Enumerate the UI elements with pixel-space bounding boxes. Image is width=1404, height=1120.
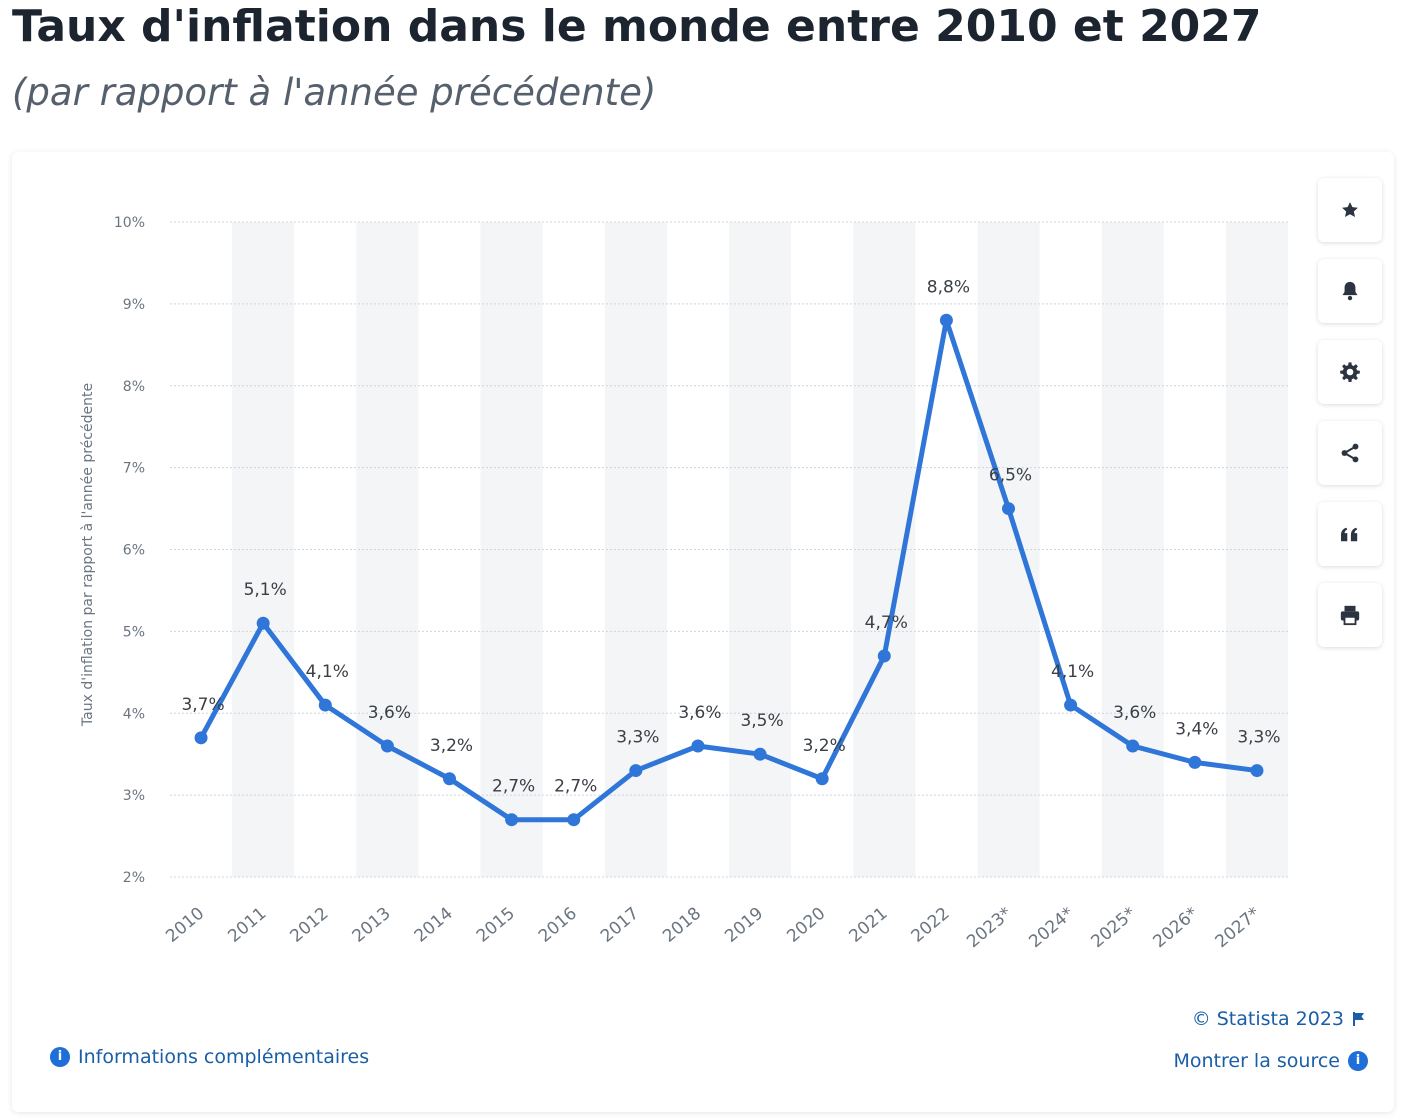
chart-card: 2% 3% 4% 5% 6% 7% 8% 9% 10% Taux d'inflation par …	[12, 152, 1394, 1112]
data-point	[567, 813, 581, 827]
x-tick-label: 2022	[908, 904, 954, 947]
y-tick-label: 2%	[123, 870, 145, 886]
x-tick-label: 2025*	[1087, 904, 1140, 953]
data-label: 4,1%	[1051, 662, 1094, 682]
y-tick-label: 4%	[123, 706, 145, 722]
x-tick-label: 2021	[845, 904, 891, 947]
data-point	[194, 731, 208, 745]
data-point	[1188, 755, 1202, 769]
data-point	[256, 616, 270, 630]
data-point	[443, 772, 456, 786]
data-label: 2,7%	[554, 777, 597, 797]
data-point	[1002, 502, 1015, 516]
x-tick-label: 2015	[473, 904, 519, 947]
data-label: 3,6%	[678, 703, 721, 723]
data-label: 5,1%	[244, 580, 287, 600]
data-label: 3,6%	[1113, 703, 1156, 723]
y-tick-label: 5%	[123, 624, 145, 640]
data-point	[1064, 698, 1078, 712]
flag-icon	[1353, 1012, 1364, 1026]
x-tick-label: 2026*	[1150, 904, 1203, 953]
x-tick-label: 2019	[721, 904, 767, 947]
show-source-link[interactable]: Montrer la source i	[1173, 1050, 1368, 1072]
data-label: 8,8%	[927, 277, 970, 297]
x-tick-label: 2014	[411, 904, 457, 947]
data-label: 3,3%	[1237, 728, 1280, 748]
gear-icon	[1340, 362, 1360, 382]
bell-icon	[1342, 281, 1358, 301]
x-tick-label: 2020	[783, 904, 829, 947]
more-info-text: Informations complémentaires	[78, 1046, 370, 1068]
x-tick-label: 2013	[349, 904, 395, 947]
x-tick-label: 2017	[597, 904, 643, 947]
data-point	[318, 698, 332, 712]
y-tick-label: 7%	[123, 461, 145, 477]
data-label: 3,3%	[616, 728, 659, 748]
data-point	[753, 747, 767, 761]
data-label: 3,4%	[1175, 719, 1218, 739]
y-tick-label: 10%	[114, 215, 145, 231]
settings-button[interactable]	[1318, 340, 1382, 404]
y-tick-label: 6%	[123, 543, 145, 559]
data-label: 3,5%	[740, 711, 783, 731]
info-icon: i	[1348, 1051, 1368, 1071]
data-label: 3,2%	[430, 736, 473, 756]
data-label: 2,7%	[492, 777, 535, 797]
x-tick-label: 2023*	[963, 904, 1016, 953]
x-tick-label: 2024*	[1025, 904, 1078, 953]
data-point	[877, 649, 891, 663]
copyright-text: © Statista 2023	[1191, 1008, 1344, 1030]
data-label: 4,7%	[865, 613, 908, 633]
data-point	[1250, 764, 1264, 778]
x-tick-label: 2016	[535, 904, 581, 947]
data-label: 6,5%	[989, 466, 1032, 486]
line-chart: 2% 3% 4% 5% 6% 7% 8% 9% 10% Taux d'inflation par …	[80, 215, 1288, 953]
data-label: 3,2%	[803, 736, 846, 756]
page-title: Taux d'inflation dans le monde entre 201…	[12, 1, 1262, 52]
info-icon: i	[50, 1047, 70, 1067]
data-label: 4,1%	[306, 662, 349, 682]
favorite-button[interactable]	[1318, 178, 1382, 242]
share-icon	[1341, 443, 1359, 463]
y-axis-label: Taux d'inflation par rapport à l'année p…	[80, 383, 96, 727]
y-tick-label: 9%	[123, 297, 145, 313]
x-tick-label: 2011	[224, 904, 270, 947]
quote-icon	[1341, 527, 1358, 542]
y-tick-label: 8%	[123, 379, 145, 395]
column-band	[1101, 222, 1164, 877]
data-point	[629, 764, 643, 778]
notification-button[interactable]	[1318, 259, 1382, 323]
data-point	[380, 739, 394, 753]
print-button[interactable]	[1318, 583, 1382, 647]
data-point	[691, 739, 705, 753]
x-tick-label: 2012	[286, 904, 332, 947]
x-tick-label: 2018	[659, 904, 705, 947]
data-point	[939, 313, 953, 327]
series-line	[198, 317, 1260, 823]
y-tick-label: 3%	[123, 788, 145, 804]
star-icon	[1342, 202, 1358, 217]
more-info-link[interactable]: i Informations complémentaires	[50, 1046, 369, 1068]
share-button[interactable]	[1318, 421, 1382, 485]
page-subtitle: (par rapport à l'année précédente)	[12, 71, 657, 114]
x-tick-label: 2027*	[1212, 904, 1265, 953]
data-point	[815, 772, 829, 786]
data-label: 3,7%	[181, 695, 224, 715]
data-point	[505, 813, 519, 827]
print-icon	[1340, 605, 1360, 626]
data-point	[1126, 739, 1140, 753]
show-source-text: Montrer la source	[1173, 1050, 1340, 1072]
x-tick-label: 2010	[162, 904, 208, 947]
copyright-link[interactable]: © Statista 2023	[1192, 1008, 1366, 1030]
data-label: 3,6%	[368, 703, 411, 723]
cite-button[interactable]	[1318, 502, 1382, 566]
